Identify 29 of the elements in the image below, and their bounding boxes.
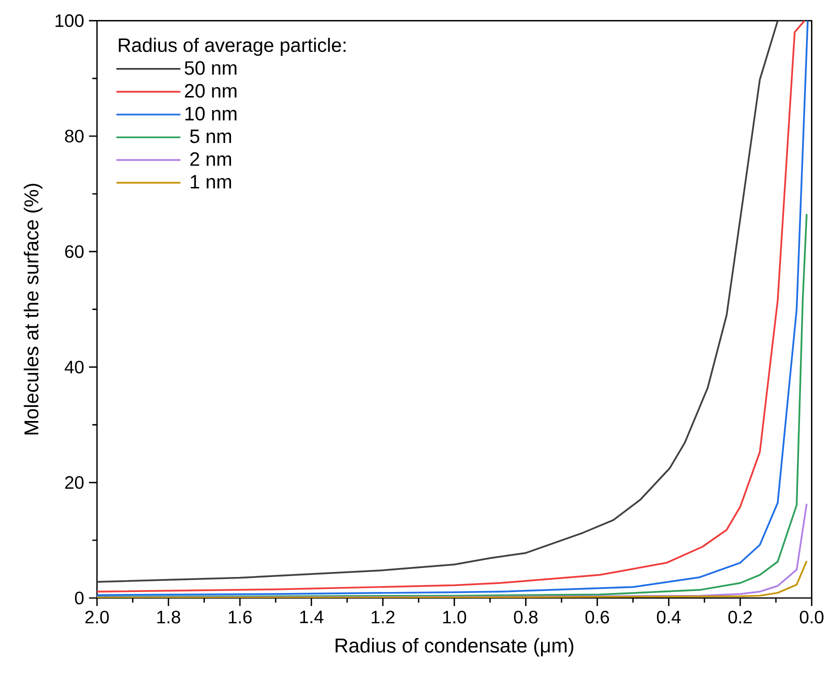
- x-tick-label: 1.0: [443, 610, 466, 624]
- x-tick-label: 0.2: [728, 610, 752, 624]
- line-series: [96, 213, 808, 598]
- y-tick-label: 60: [65, 245, 84, 258]
- line-series: [96, 560, 808, 598]
- y-tick-label: 80: [65, 130, 84, 142]
- x-tick-label: 0.6: [585, 610, 609, 624]
- legend-label: 5 nm: [190, 130, 232, 144]
- x-axis-title: Radius of condensate (μm): [336, 638, 574, 657]
- legend-label: 2 nm: [190, 152, 232, 166]
- x-tick-label: 1.4: [300, 610, 324, 624]
- x-tick-label: 2.0: [85, 610, 109, 624]
- legend-title: Radius of average particle:: [118, 38, 346, 56]
- x-tick-label: 1.8: [157, 610, 180, 624]
- x-tick-label: 0.4: [656, 610, 681, 624]
- y-tick-label: 100: [56, 14, 84, 28]
- legend-label: 20 nm: [184, 84, 236, 98]
- legend-label: 50 nm: [184, 61, 236, 75]
- line-series: [96, 503, 808, 598]
- x-tick-label: 1.6: [228, 610, 252, 624]
- legend-label: 1 nm: [190, 175, 232, 188]
- legend-label: 10 nm: [185, 106, 236, 121]
- x-tick-label: 0.0: [800, 610, 824, 624]
- y-tick-label: 40: [64, 360, 84, 374]
- y-tick-label: 0: [74, 592, 84, 604]
- x-tick-label: 0.8: [514, 610, 538, 624]
- y-axis-title: Molecules at the surface (%): [24, 184, 42, 434]
- y-tick-label: 20: [65, 476, 84, 489]
- x-tick-label: 1.2: [372, 610, 394, 624]
